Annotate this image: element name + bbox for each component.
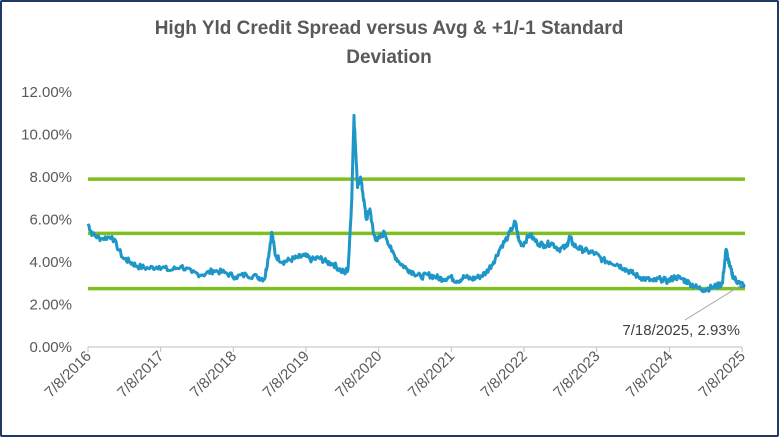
- x-tick-label: 7/8/2023: [550, 348, 603, 401]
- x-tick-label: 7/8/2020: [332, 348, 385, 401]
- annotation-label: 7/18/2025, 2.93%: [622, 322, 740, 339]
- x-tick-label: 7/8/2024: [623, 348, 676, 401]
- y-tick-label: 10.00%: [21, 127, 72, 144]
- chart-title-line1: High Yld Credit Spread versus Avg & +1/-…: [155, 18, 624, 39]
- annotation-leader: [684, 284, 743, 321]
- chart-title-line2: Deviation: [346, 47, 432, 68]
- x-tick-label: 7/8/2025: [696, 348, 749, 401]
- y-axis-ticks: 0.00% 2.00% 4.00% 6.00% 8.00% 10.00% 12.00%: [21, 84, 72, 356]
- y-tick-label: 0.00%: [29, 339, 72, 356]
- y-tick-label: 12.00%: [21, 84, 72, 101]
- x-tick-label: 7/8/2022: [478, 348, 531, 401]
- y-tick-label: 6.00%: [29, 212, 72, 229]
- y-tick-label: 4.00%: [29, 254, 72, 271]
- x-axis: 7/8/2016 7/8/2017 7/8/2018 7/8/2019 7/8/2020…: [42, 346, 749, 401]
- x-tick-label: 7/8/2018: [187, 348, 240, 401]
- series-lines: [86, 113, 746, 294]
- x-tick-label: 7/8/2021: [405, 348, 458, 401]
- y-tick-label: 8.00%: [29, 169, 72, 186]
- y-tick-label: 2.00%: [29, 297, 72, 314]
- series-line: [86, 113, 746, 294]
- x-tick-label: 7/8/2019: [260, 348, 313, 401]
- x-tick-label: 7/8/2017: [114, 348, 167, 401]
- annotation-group: 7/18/2025, 2.93%: [622, 284, 743, 339]
- std-dev-bands: [88, 177, 745, 291]
